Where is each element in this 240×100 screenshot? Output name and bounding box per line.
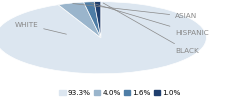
Wedge shape [94, 2, 101, 38]
Wedge shape [0, 2, 206, 74]
Wedge shape [58, 2, 101, 38]
Wedge shape [84, 2, 101, 38]
Legend: 93.3%, 4.0%, 1.6%, 1.0%: 93.3%, 4.0%, 1.6%, 1.0% [59, 89, 181, 96]
Text: HISPANIC: HISPANIC [90, 3, 209, 36]
Text: BLACK: BLACK [103, 3, 199, 54]
Text: ASIAN: ASIAN [73, 4, 198, 19]
Text: WHITE: WHITE [14, 22, 66, 34]
